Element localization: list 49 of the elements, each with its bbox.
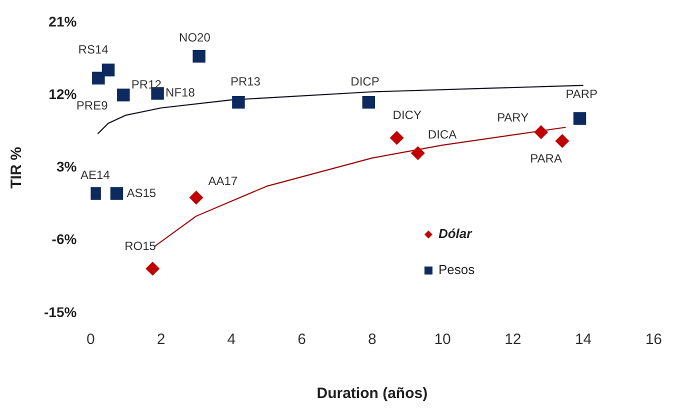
point [117,88,130,102]
point [410,146,425,160]
x-tick-label: 6 [298,331,306,348]
point [151,87,164,100]
point [390,130,404,145]
point [573,112,586,125]
annotation: PARA [530,151,562,166]
x-tick-label: 12 [504,331,522,348]
annotation: NO20 [179,30,211,45]
point [232,96,245,109]
annotation: PR13 [230,74,261,89]
annotation: PARY [497,110,529,124]
x-axis-title: Duration (años) [316,385,428,402]
annotation: RO15 [124,238,156,253]
point [92,72,105,84]
point [102,64,115,76]
x-tick-label: 16 [645,331,662,348]
x-tick-label: 8 [368,331,376,348]
annotation: DICP [350,74,380,89]
x-tick-label: 0 [86,331,95,348]
annotation: AE14 [80,168,110,182]
point [189,190,204,205]
annotation: DICA [428,127,457,142]
point [146,262,160,276]
annotation: PARP [566,86,598,101]
y-axis-title: TIR % [8,146,26,189]
point [362,96,376,109]
point [110,187,124,200]
annotation: PRE9 [76,98,108,112]
annotation: RS14 [78,42,109,56]
y-tick-label: 21% [48,13,78,30]
annotation: NF18 [166,86,196,100]
point [534,125,548,140]
y-tick-label: -15% [44,304,78,320]
point [555,134,570,148]
annotation: PR12 [131,77,162,92]
y-tick-label: 3% [56,158,78,175]
legend-label: Dólar [438,226,473,242]
x-tick-label: 4 [227,331,236,348]
y-tick-label: 12% [48,86,78,102]
y-tick-label: -6% [52,231,78,248]
x-tick-label: 14 [574,331,592,348]
x-tick-label: 10 [434,331,451,348]
legend-label: Pesos [438,262,476,278]
point [192,50,206,63]
annotation: AA17 [208,174,238,188]
annotation: AS15 [126,186,156,200]
x-tick-label: 2 [156,331,166,348]
annotation: DICY [392,108,422,122]
